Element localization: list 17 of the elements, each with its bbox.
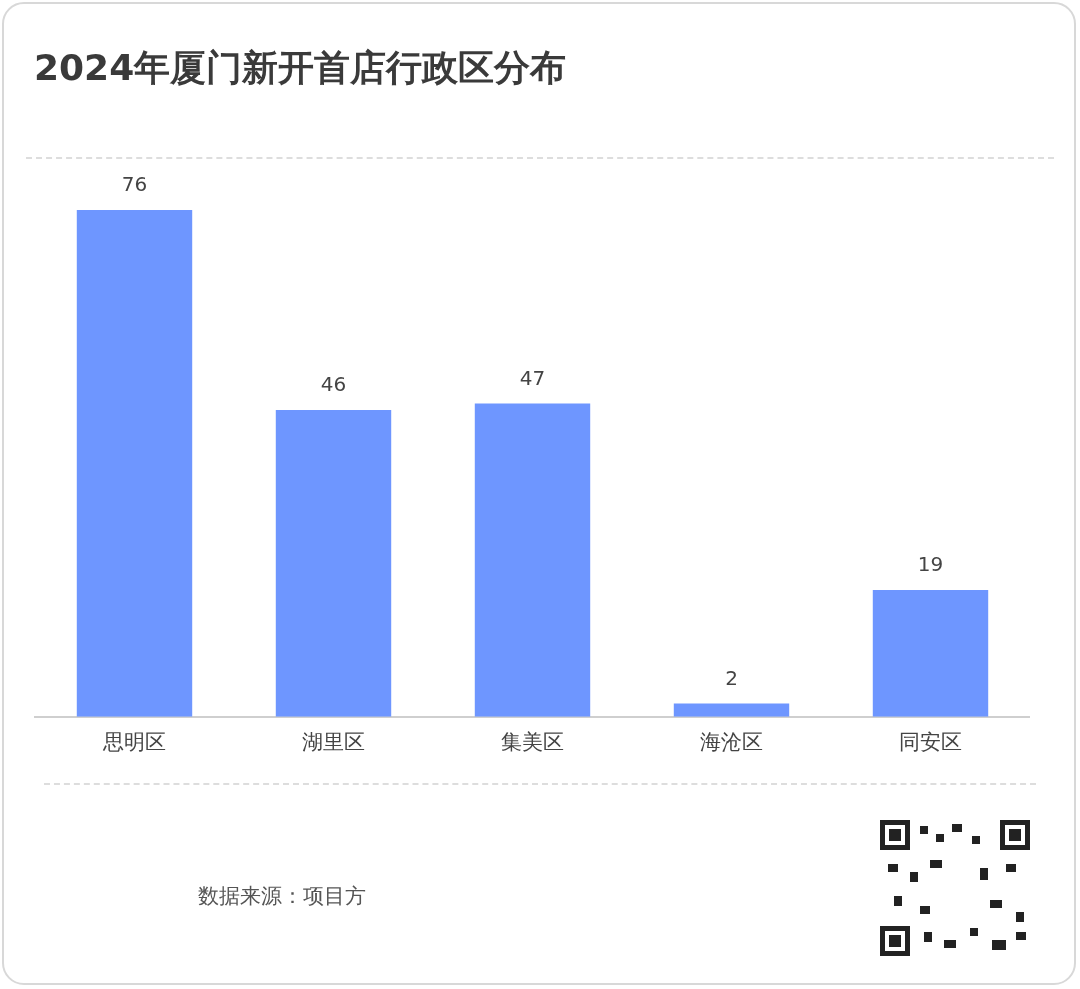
x-tick-label: 海沧区 (700, 729, 763, 754)
x-tick-label: 集美区 (501, 729, 564, 754)
data-label: 47 (519, 365, 546, 390)
source-note: 数据来源：项目方 (198, 883, 366, 910)
x-tick-label: 同安区 (899, 729, 962, 754)
chart-title: 2024年厦门新开首店行政区分布 (34, 46, 567, 90)
data-label: 19 (917, 552, 944, 577)
bar (275, 410, 392, 717)
bar (474, 403, 591, 717)
x-tick-label: 湖里区 (302, 729, 365, 754)
data-label: 2 (725, 665, 738, 690)
x-tick-label: 思明区 (102, 729, 166, 754)
bar (872, 590, 989, 717)
bar (673, 703, 790, 717)
data-label: 76 (121, 172, 148, 197)
bar (76, 210, 193, 717)
data-label: 46 (320, 372, 347, 397)
